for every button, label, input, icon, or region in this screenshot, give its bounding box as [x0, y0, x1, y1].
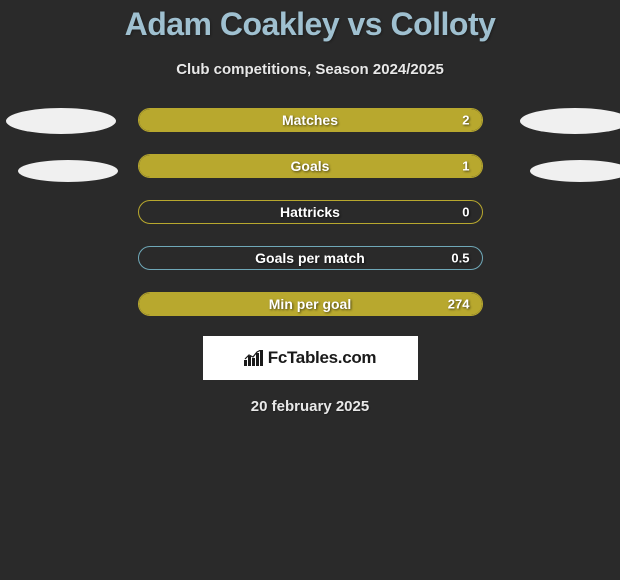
stat-bar: Goals per match 0.5 [138, 246, 483, 270]
avatar-placeholder-left-2 [18, 160, 118, 182]
fctables-logo[interactable]: FcTables.com [203, 336, 418, 380]
footer-date: 20 february 2025 [0, 398, 620, 415]
stat-bar-label: Hattricks [280, 204, 340, 220]
stat-bar-value: 0.5 [451, 251, 469, 266]
stat-bar: Matches 2 [138, 108, 483, 132]
bar-chart-icon [244, 350, 264, 366]
page-title: Adam Coakley vs Colloty [0, 0, 620, 43]
avatar-placeholder-right-1 [520, 108, 620, 134]
stat-bar-label: Goals [291, 158, 330, 174]
logo-text: FcTables.com [268, 348, 377, 368]
stat-bar: Min per goal 274 [138, 292, 483, 316]
stat-bars: Matches 2 Goals 1 Hattricks 0 Goals per match 0… [138, 108, 483, 316]
stats-area: Matches 2 Goals 1 Hattricks 0 Goals per match 0… [0, 108, 620, 316]
subtitle: Club competitions, Season 2024/2025 [0, 61, 620, 78]
stat-bar-label: Matches [282, 112, 338, 128]
avatar-placeholder-left-1 [6, 108, 116, 134]
comparison-card: Adam Coakley vs Colloty Club competition… [0, 0, 620, 580]
stat-bar-value: 1 [462, 159, 469, 174]
avatar-placeholder-right-2 [530, 160, 620, 182]
stat-bar-label: Min per goal [269, 296, 351, 312]
stat-bar-value: 0 [462, 205, 469, 220]
stat-bar-label: Goals per match [255, 250, 365, 266]
stat-bar: Hattricks 0 [138, 200, 483, 224]
stat-bar-value: 2 [462, 113, 469, 128]
stat-bar: Goals 1 [138, 154, 483, 178]
stat-bar-value: 274 [448, 297, 470, 312]
